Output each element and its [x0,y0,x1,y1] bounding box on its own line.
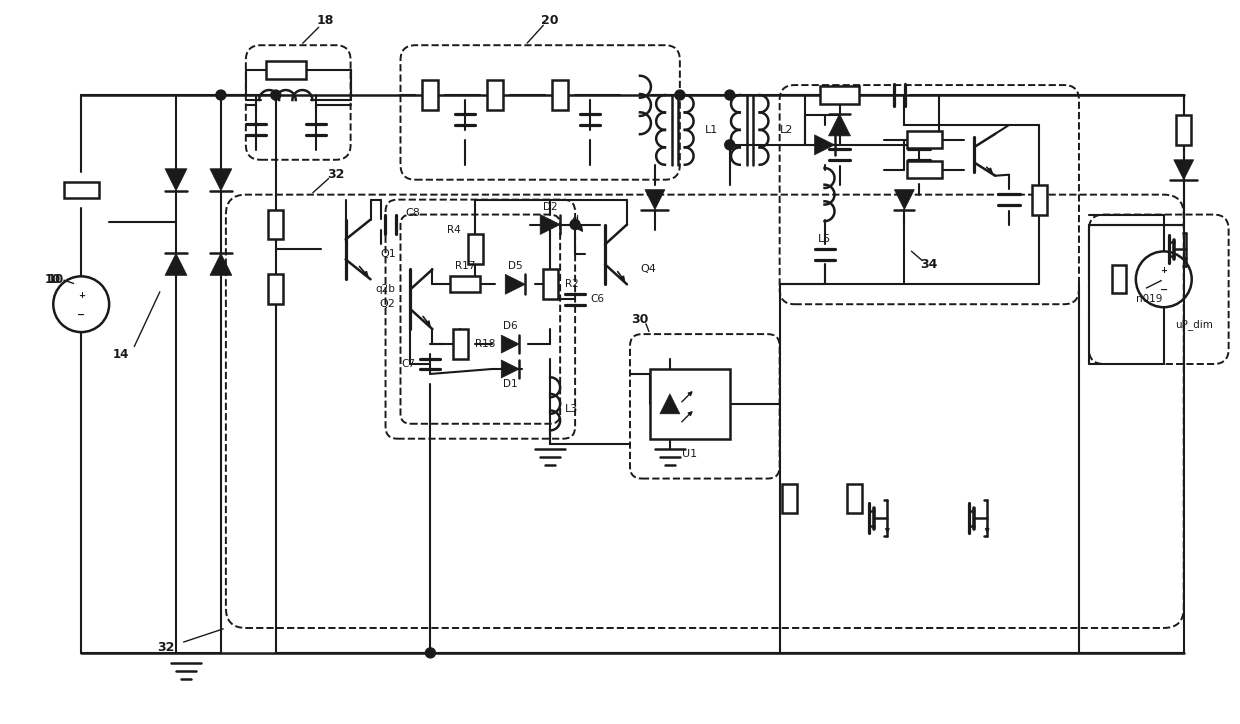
Text: 20: 20 [542,14,559,27]
Text: q2b: q2b [376,285,396,294]
Text: 30: 30 [631,313,649,326]
Bar [906,161,941,178]
Bar [268,274,283,304]
Text: d: d [572,214,579,224]
Text: 10: 10 [48,273,64,286]
Polygon shape [645,190,665,209]
Text: L3: L3 [565,404,578,414]
Text: D5: D5 [508,261,522,272]
Polygon shape [165,253,187,275]
Polygon shape [165,169,187,190]
Text: L2: L2 [780,125,794,135]
Bar [552,80,568,110]
Polygon shape [828,114,851,136]
Text: Q1: Q1 [381,249,397,259]
Text: Q4: Q4 [640,264,656,274]
Polygon shape [505,274,526,294]
Bar [423,80,439,110]
Text: R17: R17 [455,261,475,272]
Polygon shape [501,360,520,378]
Text: L5: L5 [818,235,831,245]
Circle shape [724,90,735,100]
Bar [453,329,467,359]
Text: D6: D6 [503,321,517,331]
Text: C6: C6 [590,294,604,304]
Bar [1032,185,1047,214]
Text: R4: R4 [446,224,460,235]
Text: +: + [78,291,84,300]
Bar [782,484,797,513]
Polygon shape [1174,160,1194,180]
Text: D1: D1 [503,379,517,389]
Polygon shape [660,394,680,414]
Bar [650,369,730,439]
Polygon shape [894,190,914,209]
Text: L1: L1 [704,125,718,135]
Bar [1177,115,1192,145]
Circle shape [270,90,280,100]
Polygon shape [210,169,232,190]
Bar [487,80,503,110]
Text: uP_dim: uP_dim [1174,319,1213,329]
Circle shape [570,219,580,230]
Text: +: + [1161,266,1167,275]
Bar [467,235,482,264]
Polygon shape [210,253,232,275]
Text: −: − [1159,285,1168,295]
Text: 34: 34 [920,258,937,271]
Circle shape [425,648,435,658]
Text: R2: R2 [565,279,579,290]
Text: 10: 10 [45,273,61,286]
Bar [265,61,306,79]
Text: −: − [77,310,86,320]
Text: 18: 18 [317,14,335,27]
Circle shape [675,90,684,100]
Polygon shape [541,214,560,235]
Text: C8: C8 [405,208,420,218]
Text: Q2: Q2 [379,299,396,309]
Circle shape [216,90,226,100]
Text: R18: R18 [475,339,496,349]
Bar [820,86,859,104]
Text: 32: 32 [157,641,175,654]
Bar [543,269,558,299]
Polygon shape [815,135,835,155]
Text: U1: U1 [682,449,697,458]
Text: n019: n019 [1136,294,1162,304]
Text: D2: D2 [543,201,558,211]
Polygon shape [501,335,520,353]
Bar [847,484,862,513]
Bar [63,182,99,198]
Bar [1112,266,1126,293]
Text: 14: 14 [113,348,129,361]
Bar [906,131,941,148]
Bar [450,277,480,292]
Circle shape [724,140,735,150]
Text: 32: 32 [327,168,345,181]
Text: C7: C7 [402,359,415,369]
Bar [268,209,283,240]
